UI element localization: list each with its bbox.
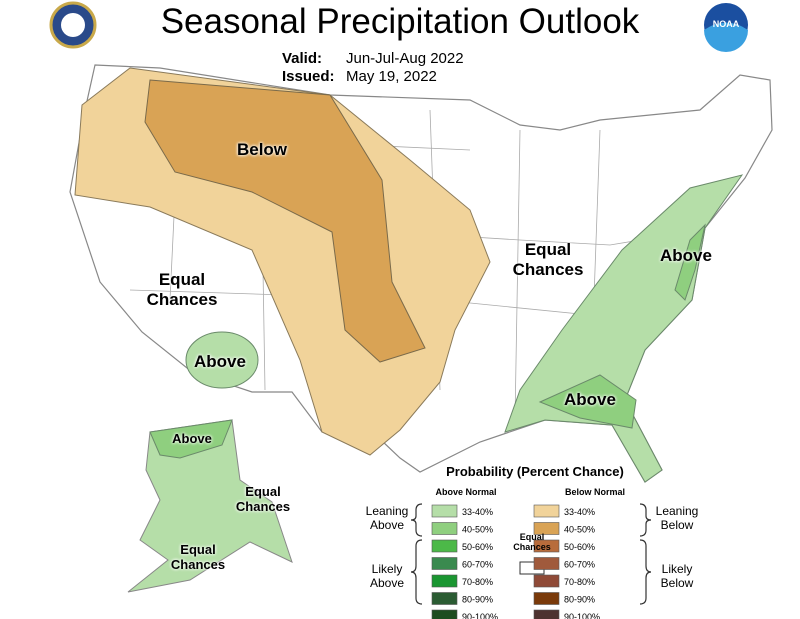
legend-swatch xyxy=(431,504,458,518)
legend-range: 33-40% xyxy=(564,507,595,517)
legend-braces xyxy=(410,503,652,605)
legend-equal: Equal Chances xyxy=(513,532,551,552)
legend-swatch xyxy=(431,539,458,553)
legend-range: 40-50% xyxy=(462,525,493,535)
legend-range: 50-60% xyxy=(564,542,595,552)
map-label: Equal Chances xyxy=(146,270,218,309)
issued: May 19, 2022 xyxy=(346,68,437,85)
legend-above-header: Above Normal xyxy=(435,487,497,497)
legend-rows: 33-40% 40-50% 50-60% 60-70% 70-80% 80-90% 90-1… xyxy=(431,504,600,619)
legend-leaning-below: Leaning Below xyxy=(655,504,699,532)
valid: Jun-Jul-Aug 2022 xyxy=(346,50,464,67)
above-core-coast xyxy=(674,223,706,301)
legend-range: 60-70% xyxy=(564,560,595,570)
legend-title: Probability (Percent Chance) xyxy=(446,464,624,479)
legend-swatch xyxy=(533,539,560,553)
legend-range: 70-80% xyxy=(462,577,493,587)
legend-swatch xyxy=(533,609,560,619)
map-label: Above xyxy=(564,390,616,409)
legend-swatch xyxy=(431,522,458,535)
legend-leaning-above: Leaning Above xyxy=(365,504,409,532)
legend-swatch xyxy=(533,574,560,588)
above-area-alaska xyxy=(149,419,233,459)
noaa-wave xyxy=(704,22,748,52)
legend-swatch xyxy=(431,592,458,605)
seal-center xyxy=(61,13,85,37)
above-area-sw xyxy=(185,331,259,389)
above-core-se xyxy=(538,374,637,429)
map-label: Above xyxy=(172,431,212,446)
legend-range: 33-40% xyxy=(462,507,493,517)
legend-swatch xyxy=(533,592,560,605)
alaska xyxy=(127,419,293,593)
map-label: Equal Chances xyxy=(170,542,226,572)
legend-likely-below: Likely Below xyxy=(660,562,694,590)
map-label: Above xyxy=(660,246,712,265)
map-label: Equal Chances xyxy=(235,484,291,514)
legend-swatch xyxy=(533,504,560,518)
below-core-area xyxy=(144,79,426,363)
valid-label: Valid: xyxy=(282,50,323,67)
legend-swatch xyxy=(533,522,560,535)
legend-swatch xyxy=(431,609,458,619)
legend-range: 60-70% xyxy=(462,560,493,570)
logo-text: NOAA xyxy=(712,19,740,29)
legend-below-header: Below Normal xyxy=(564,487,625,497)
map-label: Below xyxy=(236,140,288,159)
legend-range: 90-100% xyxy=(564,612,600,619)
legend-range: 90-100% xyxy=(462,612,498,619)
legend-range: 40-50% xyxy=(564,525,595,535)
legend-swatch xyxy=(431,557,458,570)
title: Seasonal Precipitation Outlook xyxy=(160,2,640,41)
legend-range: 70-80% xyxy=(564,577,595,587)
legend-range: 50-60% xyxy=(462,542,493,552)
issued-label: Issued: xyxy=(282,68,335,85)
map-label: Above xyxy=(194,352,246,371)
legend-swatch xyxy=(533,557,560,570)
legend-range: 80-90% xyxy=(564,595,595,605)
legend-range: 80-90% xyxy=(462,595,493,605)
map-label: Equal Chances xyxy=(512,240,584,279)
legend-likely-above: Likely Above xyxy=(369,562,405,590)
legend-swatch xyxy=(431,574,458,588)
